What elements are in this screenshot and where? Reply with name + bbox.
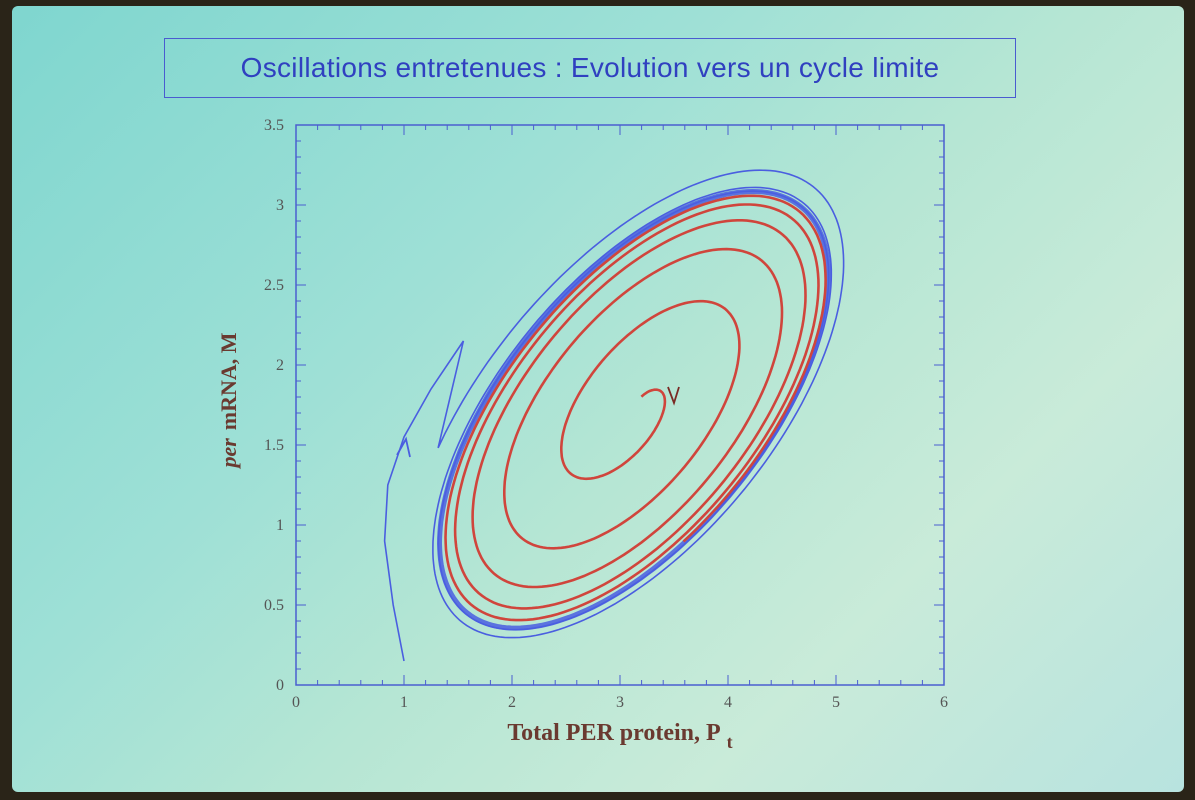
trajectories <box>383 169 845 662</box>
y-tick-label: 2.5 <box>264 277 284 294</box>
y-tick-label: 3.5 <box>264 117 284 134</box>
y-tick-label: 1 <box>276 517 284 534</box>
axis-ticks <box>295 124 945 686</box>
x-tick-label: 2 <box>508 694 516 711</box>
limit-cycle <box>436 188 831 631</box>
y-axis-title: permRNA, M <box>216 332 241 469</box>
y-tick-label: 2 <box>276 357 284 374</box>
red-trajectory <box>444 194 827 622</box>
x-tick-label: 6 <box>940 694 948 711</box>
slide-background: Oscillations entretenues : Evolution ver… <box>12 6 1184 792</box>
x-tick-label: 0 <box>292 694 300 711</box>
y-tick-label: 0 <box>276 677 284 694</box>
red-arrow <box>667 386 680 406</box>
y-tick-label: 3 <box>276 197 284 214</box>
x-tick-label: 3 <box>616 694 624 711</box>
blue-arrow <box>396 436 411 458</box>
slide-title: Oscillations entretenues : Evolution ver… <box>240 52 940 83</box>
y-tick-label: 0.5 <box>264 597 284 614</box>
tick-labels: 0 1 2 3 4 5 6 0 0.5 1 1.5 2 2.5 3 3.5 <box>264 117 948 711</box>
x-tick-label: 1 <box>400 694 408 711</box>
x-tick-label: 5 <box>832 694 840 711</box>
x-tick-label: 4 <box>724 694 732 711</box>
slide-title-box: Oscillations entretenues : Evolution ver… <box>164 38 1016 98</box>
y-tick-label: 1.5 <box>264 437 284 454</box>
